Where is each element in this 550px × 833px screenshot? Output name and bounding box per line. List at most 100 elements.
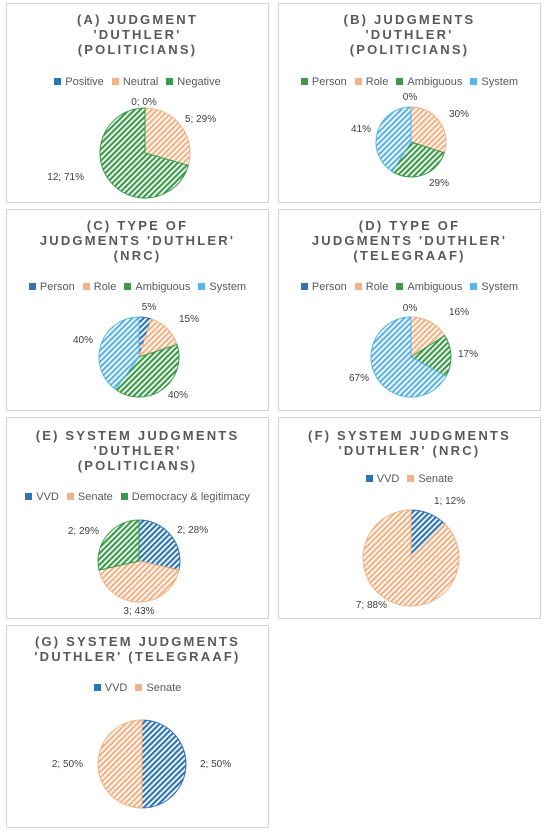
- legend-label: Senate: [146, 682, 182, 694]
- chart-title: (G) SYSTEM JUDGMENTS 'DUTHLER' (TELEGRAA…: [34, 634, 241, 664]
- chart-title: (B) JUDGMENTS 'DUTHLER' (POLITICIANS): [343, 12, 476, 57]
- legend-swatch: [300, 283, 308, 290]
- data-label: 12; 71%: [47, 172, 84, 183]
- pie-slice-system: [98, 316, 140, 391]
- legend-swatch: [120, 493, 128, 500]
- legend-label: Senate: [418, 473, 454, 485]
- chart-legend: VVD Senate Democracy & legitimacy: [7, 491, 268, 503]
- data-label: 16%: [449, 307, 469, 318]
- chart-panel-c: 5% 15% 40% 40% (C) TYPE OF JUDGMENTS 'DUTHLE…: [6, 209, 269, 411]
- legend-label: Person: [39, 281, 75, 293]
- legend-item-vvd: VVD: [365, 473, 400, 485]
- pie-chart: 5% 15% 40% 40%: [73, 302, 199, 401]
- chart-panel-b: 0% 30% 29% 41% (B) JUDGMENTS 'DUTHLER' (POLI…: [278, 3, 541, 203]
- legend-label: Senate: [77, 491, 113, 503]
- legend-label: Person: [311, 76, 347, 88]
- legend-item-ambiguous: Ambiguous: [396, 281, 462, 293]
- pie-slice-system: [370, 316, 447, 398]
- data-label: 2; 28%: [177, 525, 208, 536]
- legend-item-role: Role: [354, 281, 389, 293]
- data-label: 40%: [73, 335, 93, 346]
- chart-panel-e: 2; 28% 3; 43% 2; 29% (E) SYSTEM JUDGMENTS '…: [6, 417, 269, 619]
- legend-label: Democracy & legitimacy: [131, 491, 250, 503]
- chart-legend: Positive Neutral Negative: [7, 76, 268, 88]
- legend-swatch: [25, 493, 33, 500]
- pie-chart: 0; 0% 5; 29% 12; 71%: [47, 97, 216, 199]
- data-label: 17%: [458, 349, 478, 360]
- legend-item-person: Person: [28, 281, 75, 293]
- chart-panel-g: 2; 50% 2; 50% (G) SYSTEM JUDGMENTS 'DUTHLE…: [6, 625, 269, 828]
- legend-swatch: [365, 475, 373, 482]
- pie-chart: 1; 12% 7; 88%: [356, 496, 465, 611]
- legend-item-vvd: VVD: [25, 491, 59, 503]
- legend-label: Ambiguous: [135, 281, 191, 293]
- legend-label: Role: [93, 281, 117, 293]
- legend-label: System: [209, 281, 247, 293]
- pie-slice-vvd: [141, 719, 187, 809]
- legend-item-ambiguous: Ambiguous: [124, 281, 190, 293]
- legend-label: VVD: [104, 682, 128, 694]
- pie-slice-role: [410, 106, 447, 154]
- data-label: 0; 0%: [131, 97, 157, 108]
- legend-item-role: Role: [82, 281, 117, 293]
- legend-label: System: [481, 76, 519, 88]
- legend-swatch: [66, 493, 74, 500]
- legend-item-system: System: [470, 281, 518, 293]
- pie-slice-senate: [98, 560, 180, 603]
- chart-legend: VVD Senate: [279, 473, 540, 485]
- legend-label: VVD: [36, 491, 59, 503]
- data-label: 40%: [168, 390, 188, 401]
- legend-item-democracy-and-legitimacy: Democracy & legitimacy: [120, 491, 250, 503]
- chart-title: (A) JUDGMENT 'DUTHLER' (POLITICIANS): [76, 12, 198, 57]
- legend-label: Ambiguous: [407, 76, 463, 88]
- legend-swatch: [396, 78, 404, 85]
- data-label: 0%: [403, 303, 418, 314]
- data-label: 3; 43%: [123, 606, 154, 617]
- pie-chart: 0% 30% 29% 41%: [351, 92, 469, 189]
- data-label: 5; 29%: [185, 114, 216, 125]
- legend-swatch: [396, 283, 404, 290]
- legend-item-system: System: [470, 76, 518, 88]
- chart-panel-f: 1; 12% 7; 88% (F) SYSTEM JUDGMENTS 'DUTHLE…: [278, 417, 541, 619]
- pie-chart: 0% 16% 17% 67%: [349, 303, 478, 398]
- legend-swatch: [82, 283, 90, 290]
- legend-item-senate: Senate: [66, 491, 113, 503]
- data-label: 2; 50%: [200, 759, 231, 770]
- pie-slice-ambiguous: [410, 334, 452, 377]
- legend-label: Neutral: [122, 76, 159, 88]
- data-label: 67%: [349, 373, 369, 384]
- legend-label: VVD: [376, 473, 400, 485]
- legend-swatch: [470, 283, 478, 290]
- legend-item-system: System: [198, 281, 246, 293]
- chart-title: (E) SYSTEM JUDGMENTS 'DUTHLER' (POLITICI…: [35, 428, 240, 473]
- legend-swatch: [124, 283, 132, 290]
- legend-swatch: [354, 283, 362, 290]
- legend-swatch: [28, 283, 36, 290]
- legend-item-person: Person: [300, 281, 347, 293]
- data-label: 15%: [179, 314, 199, 325]
- pie-chart: 2; 50% 2; 50%: [52, 719, 231, 809]
- pie-chart: 2; 28% 3; 43% 2; 29%: [68, 519, 208, 617]
- pie-slice-ambiguous: [391, 141, 445, 178]
- chart-legend: VVD Senate: [7, 682, 268, 694]
- legend-label: Role: [365, 281, 389, 293]
- pie-slice-system: [375, 106, 412, 173]
- chart-title: (D) TYPE OF JUDGMENTS 'DUTHLER' (TELEGRA…: [311, 218, 508, 263]
- legend-swatch: [354, 78, 362, 85]
- chart-legend: Person Role Ambiguous System: [7, 281, 268, 293]
- legend-swatch: [135, 684, 143, 691]
- chart-legend: Person Role Ambiguous System: [279, 281, 540, 293]
- legend-swatch: [54, 78, 62, 85]
- pie-slice-senate: [97, 719, 143, 809]
- pie-slice-vvd: [138, 519, 181, 571]
- pie-slice-neutral: [144, 107, 191, 166]
- legend-swatch: [93, 684, 101, 691]
- data-label: 2; 29%: [68, 526, 99, 537]
- data-label: 5%: [142, 302, 157, 313]
- data-label: 1; 12%: [434, 496, 465, 507]
- legend-item-neutral: Neutral: [111, 76, 159, 88]
- pie-slice-democracy-and-legitimacy: [97, 519, 140, 571]
- data-label: 0%: [403, 92, 418, 103]
- legend-label: System: [481, 281, 519, 293]
- pie-slice-senate: [362, 509, 460, 607]
